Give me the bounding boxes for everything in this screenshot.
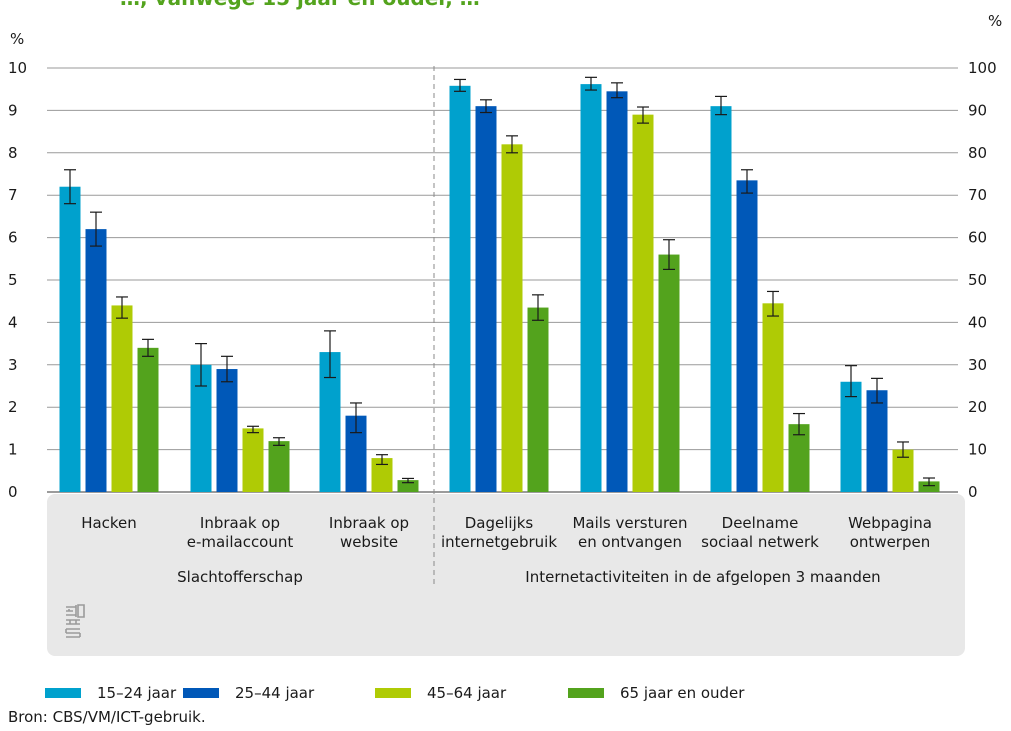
bar bbox=[449, 85, 471, 493]
bar bbox=[319, 352, 341, 492]
category-label: Hacken bbox=[81, 514, 137, 532]
left-tick-label: 1 bbox=[8, 441, 18, 459]
legend-swatch bbox=[568, 688, 604, 698]
right-tick-label: 40 bbox=[968, 313, 987, 331]
right-tick-label: 80 bbox=[968, 144, 987, 162]
category-label: website bbox=[340, 533, 398, 551]
category-label: Webpagina bbox=[848, 514, 932, 532]
right-tick-label: 90 bbox=[968, 101, 987, 119]
bars bbox=[59, 84, 940, 493]
right-tick-label: 20 bbox=[968, 398, 987, 416]
left-tick-label: 4 bbox=[8, 313, 18, 331]
bar bbox=[501, 144, 523, 492]
bar bbox=[111, 305, 133, 492]
bar bbox=[762, 303, 784, 492]
category-label: ontwerpen bbox=[850, 533, 931, 551]
bar bbox=[632, 114, 654, 492]
bar bbox=[397, 480, 419, 492]
bar bbox=[216, 369, 238, 492]
legend-label: 25–44 jaar bbox=[235, 684, 315, 702]
bar bbox=[59, 186, 81, 492]
bar bbox=[190, 364, 212, 492]
right-tick-label: 100 bbox=[968, 59, 997, 77]
axis-ticks: 0 0 1 10 2 20 3 30 4 40 5 50 6 60 7 70 8 80 9 90 10 100 bbox=[8, 59, 997, 501]
bar bbox=[658, 254, 680, 492]
category-label: en ontvangen bbox=[578, 533, 682, 551]
category-label: e-mailaccount bbox=[187, 533, 294, 551]
bar bbox=[137, 347, 159, 492]
left-tick-label: 9 bbox=[8, 101, 18, 119]
bar bbox=[788, 424, 810, 492]
bar bbox=[345, 415, 367, 492]
bar bbox=[606, 91, 628, 492]
bar bbox=[736, 180, 758, 493]
legend-label: 15–24 jaar bbox=[97, 684, 177, 702]
group-label-internetactiviteiten: Internetactiviteiten in de afgelopen 3 m… bbox=[525, 568, 880, 586]
category-label: Dagelijks bbox=[465, 514, 534, 532]
bar bbox=[475, 106, 497, 492]
left-tick-label: 5 bbox=[8, 271, 18, 289]
right-tick-label: 50 bbox=[968, 271, 987, 289]
bar bbox=[527, 307, 549, 492]
category-label: Deelname bbox=[722, 514, 799, 532]
bar bbox=[892, 449, 914, 492]
left-tick-label: 3 bbox=[8, 356, 18, 374]
bar-chart: 0 0 1 10 2 20 3 30 4 40 5 50 6 60 7 70 8 80 9 90 10 100 Hacke… bbox=[8, 12, 1002, 656]
bar bbox=[866, 390, 888, 492]
group-label-slachtofferschap: Slachtofferschap bbox=[177, 568, 303, 586]
bar bbox=[268, 441, 290, 492]
bar bbox=[85, 229, 107, 492]
left-tick-label: 7 bbox=[8, 186, 18, 204]
error-bars bbox=[64, 76, 935, 487]
category-label: Inbraak op bbox=[329, 514, 409, 532]
source-note: Bron: CBS/VM/ICT-gebruik. bbox=[8, 708, 206, 726]
chart-title: …, vanwege 15 jaar en ouder, … bbox=[120, 0, 480, 10]
left-tick-label: 10 bbox=[8, 59, 27, 77]
bar bbox=[371, 458, 393, 492]
category-label: sociaal netwerk bbox=[701, 533, 819, 551]
right-axis-unit: % bbox=[988, 12, 1002, 30]
left-axis-unit: % bbox=[10, 30, 24, 48]
legend-label: 45–64 jaar bbox=[427, 684, 507, 702]
category-label: internetgebruik bbox=[441, 533, 557, 551]
right-tick-label: 10 bbox=[968, 441, 987, 459]
right-tick-label: 0 bbox=[968, 483, 978, 501]
legend-swatch bbox=[45, 688, 81, 698]
right-tick-label: 70 bbox=[968, 186, 987, 204]
bar bbox=[580, 84, 602, 492]
category-label: Mails versturen bbox=[572, 514, 687, 532]
legend-swatch bbox=[375, 688, 411, 698]
category-panel bbox=[47, 494, 965, 656]
bar bbox=[840, 381, 862, 492]
right-tick-label: 30 bbox=[968, 356, 987, 374]
category-label: Inbraak op bbox=[200, 514, 280, 532]
left-tick-label: 8 bbox=[8, 144, 18, 162]
bar bbox=[710, 106, 732, 492]
left-tick-label: 0 bbox=[8, 483, 18, 501]
right-tick-label: 60 bbox=[968, 229, 987, 247]
legend-swatch bbox=[183, 688, 219, 698]
legend-label: 65 jaar en ouder bbox=[620, 684, 745, 702]
bar bbox=[242, 428, 264, 492]
left-tick-label: 6 bbox=[8, 229, 18, 247]
left-tick-label: 2 bbox=[8, 398, 18, 416]
bar bbox=[918, 481, 940, 492]
cbs-logo bbox=[65, 604, 85, 638]
